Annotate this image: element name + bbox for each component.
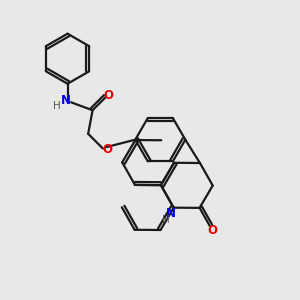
Text: O: O: [104, 89, 114, 102]
Text: O: O: [207, 224, 218, 237]
Text: H: H: [162, 215, 170, 225]
Text: N: N: [165, 207, 176, 220]
Text: N: N: [61, 94, 71, 107]
Text: O: O: [102, 143, 112, 157]
Text: H: H: [53, 101, 61, 111]
